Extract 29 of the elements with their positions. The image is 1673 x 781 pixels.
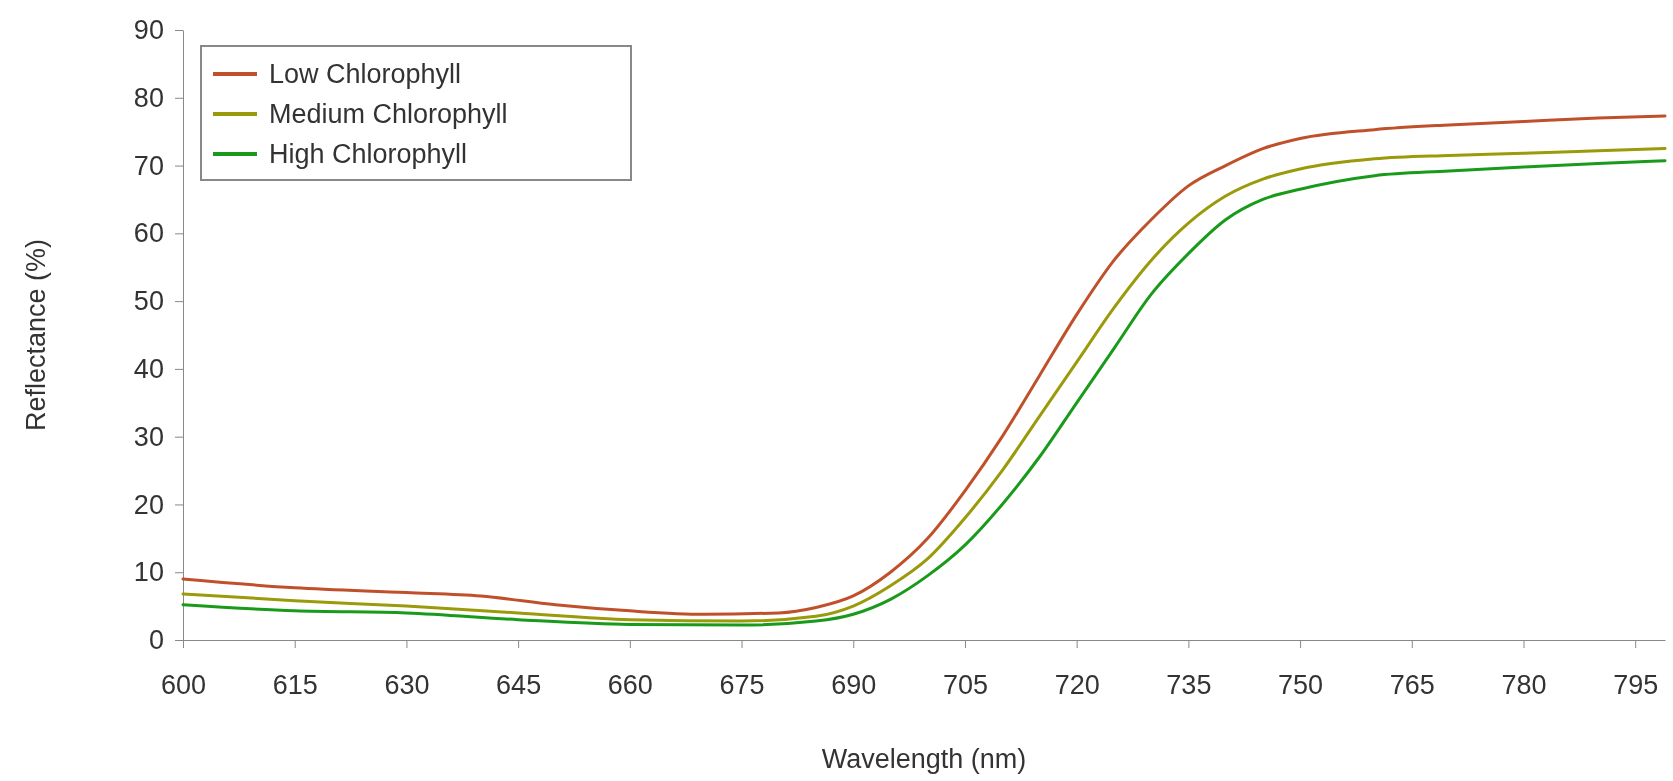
legend-label: Medium Chlorophyll xyxy=(269,99,508,129)
y-axis-title: Reflectance (%) xyxy=(21,238,51,432)
y-tick-label: 80 xyxy=(133,82,164,113)
x-tick-label: 720 xyxy=(1054,670,1100,701)
x-tick-label: 600 xyxy=(160,670,207,701)
y-tick-label: 0 xyxy=(148,625,164,656)
x-tick-label: 645 xyxy=(496,670,542,701)
x-tick-label: 690 xyxy=(831,670,877,701)
x-tick-label: 675 xyxy=(719,670,765,701)
y-tick-label: 50 xyxy=(133,286,164,317)
x-tick-label: 765 xyxy=(1389,670,1435,701)
y-tick-label: 70 xyxy=(133,150,164,181)
legend-label: Low Chlorophyll xyxy=(269,59,462,89)
y-tick-label: 30 xyxy=(133,421,164,452)
x-tick-label: 705 xyxy=(942,670,988,701)
y-tick-label: 60 xyxy=(133,218,164,249)
x-axis-title: Wavelength (nm) xyxy=(821,744,1027,774)
x-tick-label: 750 xyxy=(1278,670,1324,701)
y-tick-label: 90 xyxy=(133,15,164,46)
y-tick-label: 40 xyxy=(133,354,164,385)
x-tick-label: 795 xyxy=(1613,670,1659,701)
x-tick-label: 780 xyxy=(1501,670,1547,701)
x-tick-label: 660 xyxy=(607,670,653,701)
x-tick-label: 630 xyxy=(384,670,430,701)
y-tick-label: 10 xyxy=(133,557,164,588)
x-tick-label: 615 xyxy=(272,670,318,701)
legend-label: High Chlorophyll xyxy=(269,139,468,169)
x-tick-label: 735 xyxy=(1166,670,1212,701)
y-tick-label: 20 xyxy=(133,489,164,520)
